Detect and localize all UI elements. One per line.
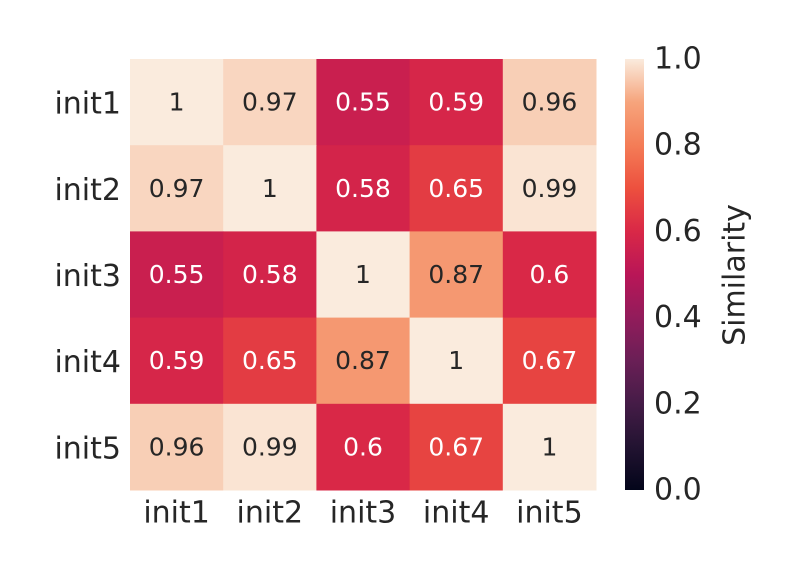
heatmap-cell-label: 0.97 (242, 88, 298, 117)
heatmap-cell (223, 403, 317, 491)
x-tick-label: init3 (330, 496, 397, 531)
heatmap-cell (502, 145, 597, 232)
heatmap-cell-label: 0.65 (242, 346, 298, 375)
y-tick-label: init1 (54, 87, 121, 122)
heatmap-cell-label: 0.67 (522, 346, 578, 375)
heatmap-cell-label: 1 (448, 346, 464, 375)
colorbar-tick-label: 0.6 (654, 214, 702, 249)
heatmap-cell (316, 59, 411, 146)
heatmap-cell (130, 145, 224, 232)
heatmap-cell (316, 317, 411, 405)
heatmap-cell-label: 1 (541, 432, 557, 461)
heatmap-cell (409, 145, 504, 232)
heatmap-cell-label: 0.97 (149, 174, 205, 203)
heatmap-cell (502, 403, 597, 491)
heatmap-cell-label: 0.55 (335, 88, 391, 117)
heatmap-cell (316, 231, 411, 319)
x-axis-tick-labels: init1 init2 init3 init4 init5 (143, 496, 582, 531)
heatmap-cell (130, 231, 224, 319)
heatmap-cell (316, 145, 411, 232)
heatmap-cell (409, 231, 504, 319)
heatmap-cell-label: 1 (262, 174, 278, 203)
heatmap-cell (409, 317, 504, 405)
heatmap-cell-label: 0.96 (149, 432, 205, 461)
heatmap-cell-label: 0.99 (522, 174, 578, 203)
y-axis-tick-labels: init1 init2 init3 init4 init5 (54, 87, 121, 467)
heatmap-cell-label: 0.6 (343, 432, 383, 461)
heatmap-cell (130, 403, 224, 491)
heatmap-cell-label: 0.6 (530, 260, 570, 289)
heatmap-cell (130, 59, 224, 146)
heatmap-cell-label: 0.58 (242, 260, 298, 289)
heatmap-cell (409, 59, 504, 146)
colorbar-tick-label: 0.8 (654, 128, 702, 163)
heatmap-cell (409, 403, 504, 491)
colorbar-tick-label: 0.4 (654, 300, 702, 335)
heatmap-cells (130, 59, 597, 491)
heatmap-cell (223, 231, 317, 319)
heatmap-cell-label: 0.87 (335, 346, 391, 375)
heatmap-cell-label: 0.87 (428, 260, 484, 289)
heatmap-cell-label: 0.55 (149, 260, 205, 289)
y-tick-label: init5 (54, 431, 121, 466)
colorbar-tick-label: 0.0 (654, 473, 702, 508)
heatmap-cell-label: 0.96 (522, 88, 578, 117)
heatmap-cell-label: 0.58 (335, 174, 391, 203)
heatmap-cell (130, 317, 224, 405)
colorbar-tick-label: 0.2 (654, 386, 702, 421)
x-tick-label: init5 (516, 496, 583, 531)
x-tick-label: init4 (423, 496, 490, 531)
x-tick-label: init1 (143, 496, 210, 531)
heatmap-cell-label: 0.65 (428, 174, 484, 203)
heatmap-cell (502, 317, 597, 405)
heatmap-cell (316, 403, 411, 491)
x-tick-label: init2 (237, 496, 304, 531)
heatmap-cell (223, 145, 317, 232)
heatmap-cell (502, 59, 597, 146)
y-tick-label: init2 (54, 173, 121, 208)
heatmap-cell-label: 0.67 (428, 432, 484, 461)
heatmap-cell-label: 0.59 (428, 88, 484, 117)
heatmap-cell-label: 0.59 (149, 346, 205, 375)
heatmap-cell (502, 231, 597, 319)
heatmap-cell-label: 0.99 (242, 432, 298, 461)
y-tick-label: init3 (54, 259, 121, 294)
heatmap-cell-label: 1 (355, 260, 371, 289)
heatmap-cell (223, 317, 317, 405)
heatmap-cell-labels: 1 0.97 0.55 0.59 0.96 0.97 1 0.58 0.65 0.99 0.55 0.… (149, 88, 577, 462)
y-tick-label: init4 (54, 345, 121, 380)
colorbar-tick-label: 1.0 (654, 42, 702, 77)
colorbar (625, 59, 644, 490)
colorbar-label: Similarity (718, 204, 753, 346)
heatmap-cell (223, 59, 317, 146)
heatmap-cell-label: 1 (169, 88, 185, 117)
colorbar-tick-labels: 0.0 0.2 0.4 0.6 0.8 1.0 (654, 42, 702, 508)
